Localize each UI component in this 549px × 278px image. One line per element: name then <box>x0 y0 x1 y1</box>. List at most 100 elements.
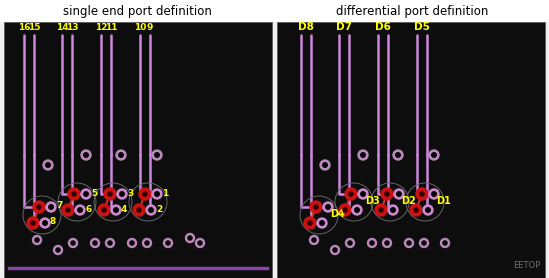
Circle shape <box>405 239 413 247</box>
Bar <box>4 22 272 278</box>
Circle shape <box>75 205 85 215</box>
Circle shape <box>130 241 134 245</box>
Circle shape <box>127 239 137 247</box>
Circle shape <box>348 241 352 245</box>
Circle shape <box>27 217 39 229</box>
Circle shape <box>71 241 75 245</box>
Circle shape <box>345 188 357 200</box>
Text: 4: 4 <box>121 205 127 214</box>
Circle shape <box>91 239 99 247</box>
Text: 2: 2 <box>156 205 163 214</box>
Circle shape <box>72 192 76 196</box>
Circle shape <box>78 208 82 212</box>
Circle shape <box>166 241 170 245</box>
Circle shape <box>66 208 70 212</box>
Text: 10: 10 <box>134 23 146 32</box>
Circle shape <box>326 205 330 209</box>
Circle shape <box>164 239 172 247</box>
Circle shape <box>102 208 106 212</box>
Circle shape <box>352 205 362 215</box>
Circle shape <box>388 205 398 215</box>
Circle shape <box>375 204 387 216</box>
Text: D8: D8 <box>298 22 314 32</box>
Circle shape <box>155 192 159 196</box>
Circle shape <box>422 241 426 245</box>
Circle shape <box>339 204 351 216</box>
Circle shape <box>104 188 116 200</box>
Circle shape <box>186 234 194 242</box>
Circle shape <box>397 192 401 196</box>
Circle shape <box>416 188 428 200</box>
Circle shape <box>370 241 374 245</box>
Circle shape <box>317 218 327 228</box>
Text: single end port definition: single end port definition <box>63 4 211 18</box>
Circle shape <box>432 192 436 196</box>
Text: 11: 11 <box>105 23 117 32</box>
Circle shape <box>69 239 77 247</box>
Circle shape <box>119 153 123 157</box>
Circle shape <box>43 221 47 225</box>
Circle shape <box>323 202 333 212</box>
Circle shape <box>383 239 391 247</box>
Circle shape <box>49 205 53 209</box>
Circle shape <box>108 192 112 196</box>
Circle shape <box>93 241 97 245</box>
Circle shape <box>358 150 368 160</box>
Bar <box>0 0 549 22</box>
Text: 12: 12 <box>95 23 107 32</box>
Text: D3: D3 <box>365 196 380 206</box>
Circle shape <box>343 208 347 212</box>
Circle shape <box>423 205 433 215</box>
Text: 1: 1 <box>162 188 168 197</box>
Circle shape <box>320 221 324 225</box>
Circle shape <box>84 153 88 157</box>
Circle shape <box>46 163 51 167</box>
Circle shape <box>381 188 393 200</box>
Circle shape <box>195 239 204 247</box>
Circle shape <box>310 235 318 244</box>
Circle shape <box>81 150 91 160</box>
Circle shape <box>429 189 439 199</box>
Circle shape <box>40 218 50 228</box>
Circle shape <box>333 248 337 252</box>
Text: D4: D4 <box>330 209 345 219</box>
Circle shape <box>139 188 151 200</box>
Circle shape <box>37 205 41 209</box>
Circle shape <box>323 163 327 167</box>
Circle shape <box>155 153 159 157</box>
Circle shape <box>358 189 368 199</box>
Circle shape <box>314 205 318 209</box>
Text: 14: 14 <box>55 23 68 32</box>
Circle shape <box>98 204 110 216</box>
Circle shape <box>393 150 403 160</box>
Circle shape <box>31 221 35 225</box>
Text: differential port definition: differential port definition <box>336 4 488 18</box>
Circle shape <box>105 239 115 247</box>
Circle shape <box>145 241 149 245</box>
Circle shape <box>396 153 400 157</box>
Circle shape <box>330 245 339 254</box>
Text: 3: 3 <box>127 188 133 197</box>
Circle shape <box>420 192 424 196</box>
Circle shape <box>143 192 147 196</box>
Circle shape <box>84 192 88 196</box>
Text: 13: 13 <box>66 23 79 32</box>
Circle shape <box>114 208 118 212</box>
Circle shape <box>385 241 389 245</box>
Text: 6: 6 <box>85 205 91 214</box>
Circle shape <box>149 208 153 212</box>
Circle shape <box>414 208 418 212</box>
Circle shape <box>137 208 141 212</box>
Circle shape <box>361 153 365 157</box>
Circle shape <box>143 239 152 247</box>
Circle shape <box>310 201 322 213</box>
Circle shape <box>391 208 395 212</box>
Circle shape <box>62 204 74 216</box>
Circle shape <box>394 189 404 199</box>
Circle shape <box>56 248 60 252</box>
Circle shape <box>308 221 312 225</box>
Circle shape <box>355 208 359 212</box>
Circle shape <box>419 239 429 247</box>
Circle shape <box>426 208 430 212</box>
Circle shape <box>320 160 330 170</box>
